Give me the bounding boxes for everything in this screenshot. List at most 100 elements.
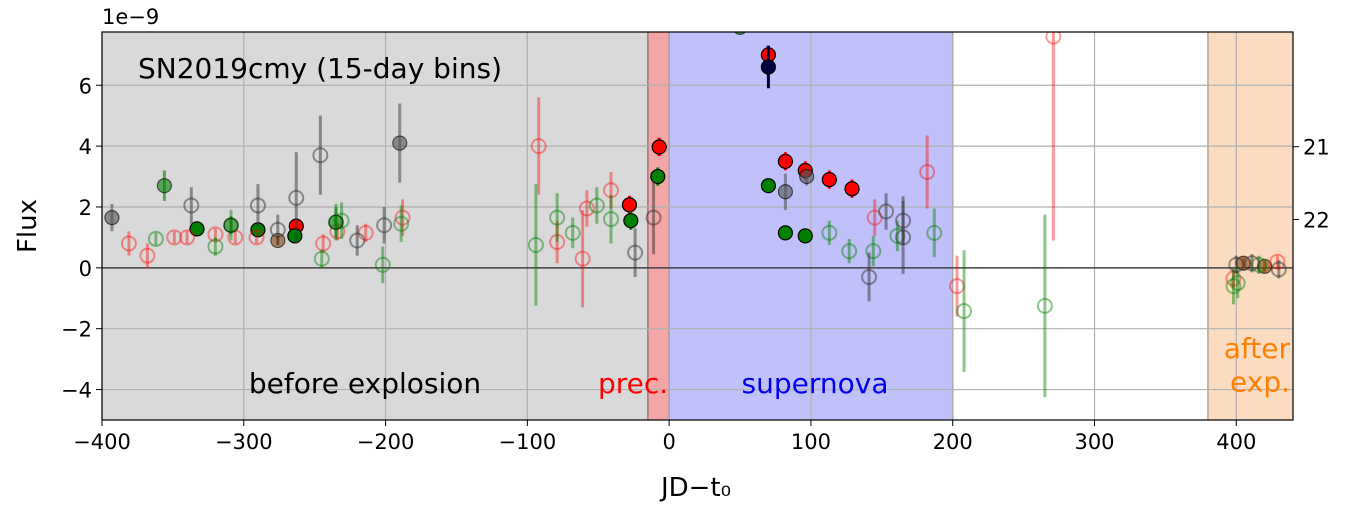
point — [821, 224, 838, 241]
point — [651, 139, 667, 155]
point — [777, 225, 794, 241]
x-tick-label: 400 — [1216, 430, 1256, 454]
point — [104, 210, 120, 226]
point — [1225, 278, 1242, 295]
y-axis-label: Flux — [13, 199, 43, 253]
point — [393, 215, 410, 232]
point — [288, 189, 305, 206]
point — [645, 209, 662, 226]
point — [392, 135, 408, 151]
point — [733, 32, 747, 36]
point — [564, 224, 581, 241]
point — [183, 197, 200, 214]
x-tick-label: −200 — [357, 430, 415, 454]
point — [1045, 32, 1062, 45]
point — [349, 232, 366, 249]
point — [760, 59, 776, 75]
point — [841, 243, 858, 260]
point — [315, 235, 332, 252]
point — [189, 221, 205, 237]
point — [269, 221, 286, 238]
point — [549, 233, 566, 250]
point — [650, 168, 666, 185]
point — [948, 278, 965, 295]
point — [530, 138, 547, 155]
point — [249, 197, 266, 214]
point — [956, 303, 973, 320]
region-label: after exp. — [1224, 332, 1291, 399]
x-tick-label: −300 — [215, 430, 273, 454]
point — [1036, 297, 1053, 314]
point — [394, 209, 411, 226]
point — [895, 212, 912, 229]
point — [926, 224, 943, 241]
point — [621, 197, 638, 213]
point — [1243, 255, 1260, 272]
point — [797, 228, 813, 244]
y-tick-label: 2 — [79, 196, 92, 220]
point — [578, 200, 595, 217]
point — [120, 235, 137, 252]
point — [895, 229, 912, 246]
marks — [102, 32, 1293, 398]
point — [248, 229, 265, 246]
point — [603, 182, 620, 199]
y2-tick-label: 22 — [1303, 208, 1330, 232]
region-label: prec. — [598, 367, 668, 400]
point — [527, 237, 544, 254]
point — [821, 171, 837, 188]
x-tick-label: 300 — [1074, 430, 1114, 454]
point — [627, 244, 644, 261]
offset-text: 1e−9 — [102, 5, 159, 29]
point — [777, 153, 794, 169]
region — [1207, 32, 1293, 420]
regions — [102, 32, 1293, 420]
point — [865, 243, 882, 260]
point — [1228, 256, 1245, 273]
point — [139, 247, 156, 264]
x-tick-label: 100 — [791, 430, 831, 454]
point — [166, 229, 183, 246]
point — [1270, 261, 1287, 278]
point — [207, 238, 224, 255]
point — [777, 184, 794, 200]
point — [549, 209, 566, 226]
x-tick-label: −100 — [499, 430, 557, 454]
point — [760, 178, 776, 194]
point — [374, 256, 391, 273]
region-label: supernova — [742, 367, 889, 400]
point — [623, 213, 639, 229]
point — [312, 147, 329, 164]
point — [1229, 275, 1246, 292]
point — [313, 250, 330, 267]
y-tick-label: −2 — [61, 318, 92, 342]
y-tick-label: −4 — [61, 379, 92, 403]
point — [919, 163, 936, 180]
y-tick-label: 0 — [79, 257, 92, 281]
point — [207, 226, 224, 243]
point — [844, 181, 860, 197]
point — [223, 217, 239, 233]
region — [102, 32, 648, 420]
x-axis-label: JD−t₀ — [659, 473, 731, 503]
y2-tick-label: 21 — [1303, 136, 1330, 160]
point — [156, 178, 172, 194]
x-tick-label: 0 — [662, 430, 675, 454]
point — [328, 214, 344, 230]
y-tick-label: 6 — [79, 74, 92, 98]
point — [588, 197, 605, 214]
x-tick-label: 200 — [933, 430, 973, 454]
region-label: before explosion — [249, 367, 481, 400]
plot-frame — [101, 31, 1294, 421]
region — [647, 32, 670, 420]
chart-title: SN2019cmy (15-day bins) — [138, 52, 502, 85]
point — [861, 268, 878, 285]
point — [799, 168, 815, 185]
x-tick-label: −400 — [73, 430, 131, 454]
point — [179, 229, 196, 246]
y-tick-label: 4 — [79, 135, 92, 159]
point — [147, 230, 164, 247]
point — [574, 250, 591, 267]
point — [376, 217, 393, 234]
